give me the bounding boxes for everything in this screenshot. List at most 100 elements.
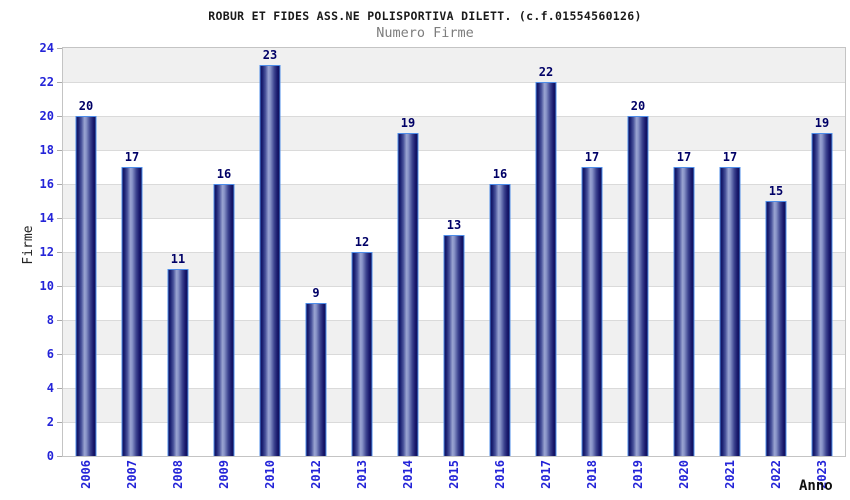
y-tick-label: 14	[39, 211, 54, 225]
bar-value-label: 13	[446, 218, 462, 232]
gridline	[63, 116, 845, 117]
bar-value-label: 12	[354, 235, 370, 249]
x-tick-label: 2020	[677, 460, 691, 489]
bar-value-label: 19	[400, 116, 416, 130]
bar-2023	[811, 133, 833, 456]
bar-2012	[305, 303, 327, 456]
y-tick-label: 4	[46, 381, 54, 395]
x-axis-title: Anno	[799, 478, 833, 494]
bar-slot-2021: 17	[707, 48, 753, 456]
y-tick-label: 22	[39, 75, 54, 89]
bar-2006	[75, 116, 97, 456]
x-tick-label: 2010	[263, 460, 277, 489]
y-tick-mark	[57, 422, 62, 423]
bar-slot-2016: 16	[477, 48, 523, 456]
bar-value-label: 19	[814, 116, 830, 130]
bar-slot-2023: 19	[799, 48, 845, 456]
bar-2022	[765, 201, 787, 456]
bar-slot-2022: 15	[753, 48, 799, 456]
bar-slot-2020: 17	[661, 48, 707, 456]
gridline	[63, 184, 845, 185]
y-tick-mark	[57, 354, 62, 355]
y-tick-mark	[57, 456, 62, 457]
y-tick-mark	[57, 252, 62, 253]
y-tick-label: 16	[39, 177, 54, 191]
bar-2014	[397, 133, 419, 456]
x-tick-label: 2007	[125, 460, 139, 489]
y-tick-label: 20	[39, 109, 54, 123]
bar-2017	[535, 82, 557, 456]
bar-value-label: 17	[584, 150, 600, 164]
y-tick-label: 12	[39, 245, 54, 259]
y-tick-label: 24	[39, 41, 54, 55]
bar-value-label: 20	[78, 99, 94, 113]
bar-slot-2010: 23	[247, 48, 293, 456]
bar-2019	[627, 116, 649, 456]
bar-value-label: 15	[768, 184, 784, 198]
bar-value-label: 17	[722, 150, 738, 164]
chart-subtitle: Numero Firme	[376, 25, 474, 41]
gridline	[63, 82, 845, 83]
x-tick-label: 2016	[493, 460, 507, 489]
bar-2007	[121, 167, 143, 456]
bar-2008	[167, 269, 189, 456]
gridline	[63, 150, 845, 151]
bar-slot-2013: 12	[339, 48, 385, 456]
bar-slot-2015: 13	[431, 48, 477, 456]
y-tick-mark	[57, 320, 62, 321]
x-tick-label: 2018	[585, 460, 599, 489]
bar-2016	[489, 184, 511, 456]
x-tick-label: 2012	[309, 460, 323, 489]
bar-slot-2006: 20	[63, 48, 109, 456]
bar-2021	[719, 167, 741, 456]
y-tick-label: 18	[39, 143, 54, 157]
y-tick-label: 6	[46, 347, 54, 361]
bar-slot-2008: 11	[155, 48, 201, 456]
bar-2015	[443, 235, 465, 456]
plot-area: 20 17 11 16 23 9 12 19 13 16 22 17 20 17 17 15 19	[62, 47, 846, 457]
x-tick-label: 2019	[631, 460, 645, 489]
bar-value-label: 23	[262, 48, 278, 62]
bar-value-label: 9	[312, 286, 320, 300]
x-tick-label: 2022	[769, 460, 783, 489]
x-tick-label: 2017	[539, 460, 553, 489]
x-tick-label: 2009	[217, 460, 231, 489]
bar-2009	[213, 184, 235, 456]
bar-value-label: 16	[492, 167, 508, 181]
bar-value-label: 16	[216, 167, 232, 181]
x-tick-label: 2013	[355, 460, 369, 489]
bar-slot-2018: 17	[569, 48, 615, 456]
y-tick-mark	[57, 388, 62, 389]
bar-value-label: 11	[170, 252, 186, 266]
bar-value-label: 22	[538, 65, 554, 79]
bar-slot-2007: 17	[109, 48, 155, 456]
x-tick-label: 2006	[79, 460, 93, 489]
bar-value-label: 17	[676, 150, 692, 164]
bar-2018	[581, 167, 603, 456]
x-tick-label: 2015	[447, 460, 461, 489]
y-tick-mark	[57, 286, 62, 287]
bars-container: 20 17 11 16 23 9 12 19 13 16 22 17 20 17 17 15 19	[63, 48, 845, 456]
x-tick-label: 2021	[723, 460, 737, 489]
chart-title: ROBUR ET FIDES ASS.NE POLISPORTIVA DILET…	[208, 9, 642, 23]
gridline	[63, 218, 845, 219]
bar-2020	[673, 167, 695, 456]
y-tick-mark	[57, 48, 62, 49]
y-tick-mark	[57, 82, 62, 83]
bar-slot-2012: 9	[293, 48, 339, 456]
y-tick-mark	[57, 116, 62, 117]
y-tick-label: 8	[46, 313, 54, 327]
bar-2013	[351, 252, 373, 456]
y-tick-label: 2	[46, 415, 54, 429]
y-tick-mark	[57, 150, 62, 151]
bar-value-label: 17	[124, 150, 140, 164]
y-tick-mark	[57, 218, 62, 219]
x-tick-label: 2008	[171, 460, 185, 489]
bar-slot-2019: 20	[615, 48, 661, 456]
y-tick-label: 0	[46, 449, 54, 463]
bar-2010	[259, 65, 281, 456]
bar-slot-2009: 16	[201, 48, 247, 456]
y-tick-mark	[57, 184, 62, 185]
y-tick-label: 10	[39, 279, 54, 293]
